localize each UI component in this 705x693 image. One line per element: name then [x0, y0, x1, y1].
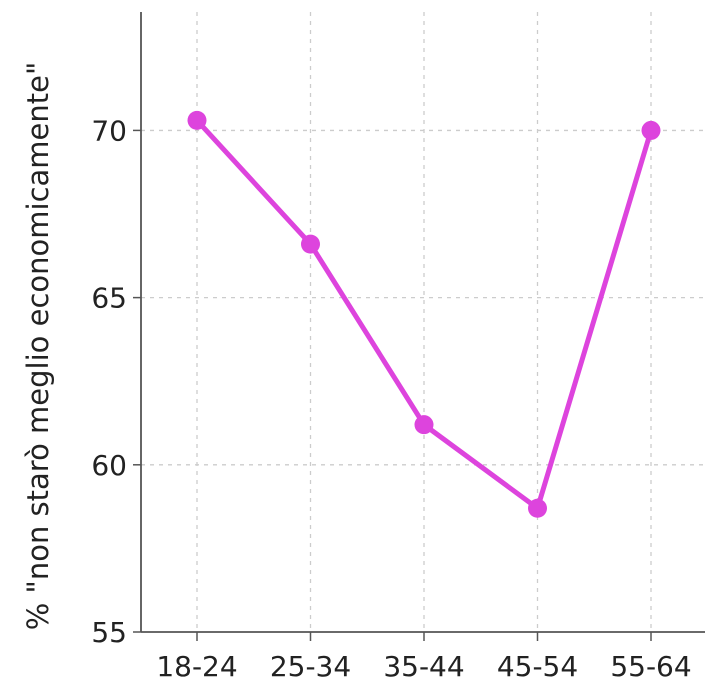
x-tick-label: 35-44 — [383, 650, 464, 683]
x-tick-label: 55-64 — [610, 650, 691, 683]
y-tick-label: 65 — [91, 282, 127, 315]
y-tick-label: 60 — [91, 449, 127, 482]
grid-lines — [141, 12, 705, 632]
data-point — [641, 120, 661, 140]
x-tick-label: 45-54 — [497, 650, 578, 683]
series-line-layer — [194, 117, 654, 511]
y-tick-label: 70 — [91, 114, 127, 147]
series-line — [194, 117, 654, 511]
x-tick-label: 25-34 — [270, 650, 351, 683]
data-points — [187, 110, 661, 518]
data-point — [414, 415, 434, 435]
data-point — [528, 498, 547, 518]
axis-ticks: 55 60 65 70 18-24 25-34 35-44 45-54 55-64 — [91, 114, 691, 683]
data-point — [301, 234, 320, 254]
y-axis-title: % "non starò meglio economicamente" — [21, 62, 55, 631]
y-tick-label: 55 — [91, 616, 127, 649]
data-point — [187, 110, 207, 130]
x-tick-label: 18-24 — [156, 650, 237, 683]
